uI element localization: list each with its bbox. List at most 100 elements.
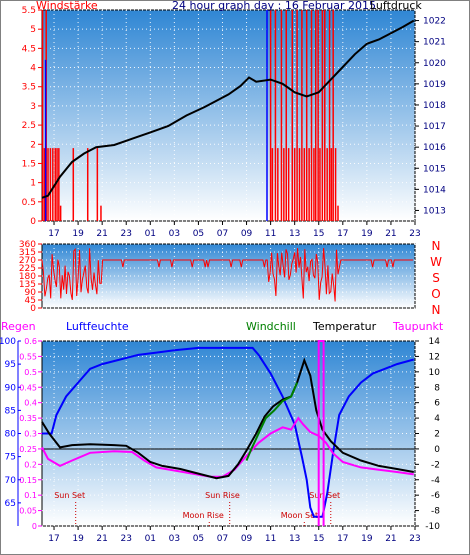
- x-tick-label: 13: [289, 229, 300, 239]
- temperature-tick-label: 14: [429, 337, 441, 347]
- rain-tick-label: 0.35: [19, 414, 37, 423]
- pressure-tick-label: 1013: [423, 206, 446, 216]
- pressure-tick-label: 1022: [423, 17, 446, 27]
- x-tick-label: 21: [96, 534, 107, 544]
- x-tick-label: 11: [265, 229, 276, 239]
- pressure-tick-label: 1017: [423, 122, 446, 132]
- x-tick-label: 19: [361, 534, 373, 544]
- pressure-tick-label: 1020: [423, 59, 446, 69]
- x-tick-label: 17: [337, 229, 348, 239]
- pressure-axis: 1013 1014 1015 1016 1017 1018 1019 1020 1021 1022: [415, 17, 446, 216]
- wind-tick-label: 2.5: [22, 121, 36, 131]
- humidity-tick-label: 95: [5, 360, 16, 370]
- temperature-tick-label: -4: [431, 476, 440, 486]
- series-taupunkt-line: [41, 416, 414, 478]
- x-tick-label: 19: [361, 229, 373, 239]
- annotation-label: Sun Rise: [205, 491, 240, 500]
- x-tick-label: 17: [48, 229, 59, 239]
- series-temperatur-line: [41, 357, 414, 480]
- wind-tick-label: 5: [30, 25, 36, 35]
- x-tick-label: 19: [72, 229, 84, 239]
- compass-label: N: [432, 303, 441, 317]
- x-tick-label: 17: [48, 534, 59, 544]
- humidity-axis: 65 70 75 80 85 90 95 100: [0, 337, 21, 526]
- direction-tick-label: 90: [25, 288, 37, 298]
- wind-direction-marks: [41, 247, 414, 302]
- panel-wind-pressure: [41, 9, 416, 222]
- x-tick-label: 17: [337, 534, 348, 544]
- series-windchill-line: [245, 382, 299, 461]
- x-tick-label: 23: [120, 534, 131, 544]
- temperature-tick-label: 4: [434, 414, 440, 424]
- x-tick-label: 13: [289, 534, 300, 544]
- compass-label: O: [431, 287, 440, 301]
- direction-tick-label: 315: [19, 248, 36, 258]
- direction-tick-label: 180: [19, 272, 36, 282]
- humidity-tick-label: 85: [5, 406, 16, 416]
- pressure-tick-label: 1014: [423, 185, 446, 195]
- humidity-tick-label: 70: [5, 476, 17, 486]
- annotation-label: Sun Set: [54, 491, 85, 500]
- direction-tick-label: 360: [19, 240, 36, 250]
- humidity-tick-label: 80: [5, 430, 17, 440]
- x-tick-label: 07: [217, 229, 228, 239]
- rain-tick-label: 0.15: [19, 476, 37, 485]
- pressure-tick-label: 1015: [423, 164, 446, 174]
- wind-tick-label: 0: [30, 217, 36, 227]
- wind-direction-trace: [41, 247, 414, 302]
- panel1-x-axis: 17 19 21 23 01 03 05 07 09 11 13 15 17 19 21 23: [48, 221, 421, 239]
- legend-luftdruck: Luftdruck: [370, 0, 422, 12]
- temperature-tick-label: 8: [434, 383, 440, 393]
- rain-tick-label: 0.45: [19, 383, 37, 392]
- x-tick-label: 09: [241, 229, 253, 239]
- compass-label: N: [432, 239, 441, 253]
- rain-tick-label: 0.3: [24, 430, 37, 439]
- series-regen-line: [317, 340, 325, 526]
- legend-taupunkt: Taupunkt: [392, 320, 444, 333]
- direction-tick-label: 225: [19, 264, 36, 274]
- x-tick-label: 05: [193, 534, 204, 544]
- wind-speed-bars: [41, 10, 339, 221]
- temperature-tick-label: 0: [434, 445, 440, 455]
- humidity-tick-label: 65: [5, 499, 16, 509]
- legend-windchill: Windchill: [246, 320, 296, 333]
- rain-tick-label: 0.25: [19, 445, 37, 454]
- pressure-tick-label: 1019: [423, 80, 446, 90]
- annotation-label: Sun Set: [309, 491, 340, 500]
- wind-tick-label: 3.5: [22, 83, 36, 93]
- rain-tick-label: 0.6: [24, 337, 37, 346]
- temperature-tick-label: 2: [434, 430, 440, 440]
- chart-title: 24 hour graph day : 16 Februar 2015: [172, 0, 376, 12]
- wind-tick-label: 4: [30, 64, 36, 74]
- wind-tick-label: 3: [30, 102, 36, 112]
- temperature-tick-label: -10: [425, 522, 440, 532]
- temperature-tick-label: -8: [431, 507, 440, 517]
- wind-tick-label: 5.5: [22, 6, 36, 16]
- temperature-tick-label: 12: [429, 352, 440, 362]
- x-tick-label: 03: [169, 534, 180, 544]
- direction-tick-label: 45: [25, 296, 36, 306]
- humidity-tick-label: 90: [5, 383, 17, 393]
- x-tick-label: 23: [409, 534, 420, 544]
- x-tick-label: 15: [313, 229, 324, 239]
- panel3-x-axis: 17 19 21 23 01 03 05 07 09 11 13 15 17 19 21 23: [48, 526, 421, 544]
- x-tick-label: 03: [169, 229, 180, 239]
- legend-regen: Regen: [1, 320, 36, 333]
- annotation-label: Moon Set: [281, 511, 318, 520]
- legend-windstaerke: Windstärke: [36, 0, 98, 12]
- direction-tick-label: 0: [30, 304, 36, 314]
- wind-tick-label: 4.5: [22, 44, 36, 54]
- wind-speed-axis: 0 0.5 1 1.5 2 2.5 3 3.5 4 4.5 5 5.5: [22, 6, 42, 227]
- x-tick-label: 23: [409, 229, 420, 239]
- legend-temperatur: Temperatur: [312, 320, 377, 333]
- compass-label: W: [430, 255, 442, 269]
- x-tick-label: 09: [241, 534, 253, 544]
- direction-tick-label: 270: [19, 256, 36, 266]
- rain-tick-label: 0.05: [19, 507, 37, 516]
- rain-tick-label: 0.2: [24, 460, 37, 469]
- x-tick-label: 23: [120, 229, 131, 239]
- series-luftfeuchte-line: [42, 346, 415, 518]
- rain-tick-label: 0.1: [24, 491, 37, 500]
